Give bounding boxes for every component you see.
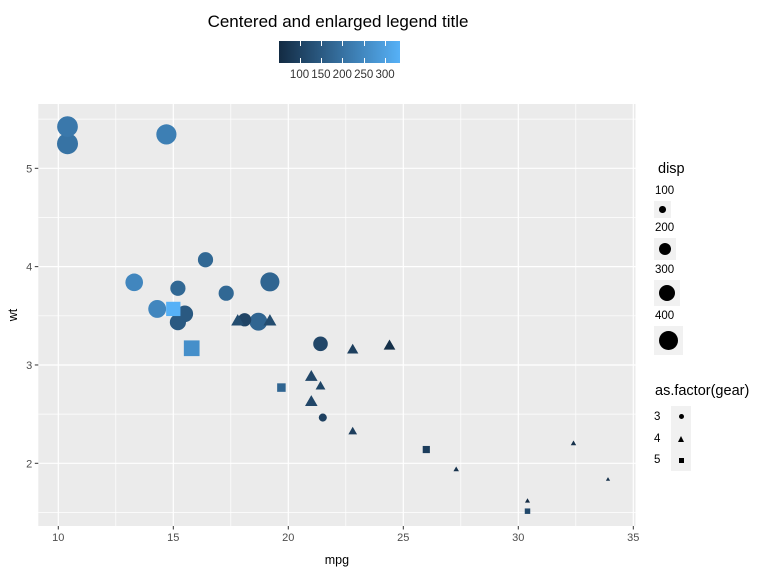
data-point [305, 370, 318, 381]
shape-legend-key [671, 449, 691, 472]
size-legend-point-icon [658, 242, 672, 256]
data-point [231, 314, 245, 326]
data-point [453, 466, 459, 472]
data-point [605, 477, 611, 481]
data-point [315, 380, 326, 390]
x-tick-label: 25 [397, 532, 409, 544]
data-point [305, 395, 318, 406]
data-point [169, 314, 186, 331]
shape-legend-row: 3 [654, 406, 764, 428]
data-point [183, 340, 200, 357]
colorbar-tick-label: 150 [311, 69, 331, 81]
plot-panel [38, 104, 636, 526]
data-point [166, 301, 181, 317]
shape-legend-row: 4 [654, 427, 764, 450]
shape-legend-label: 4 [654, 432, 661, 445]
y-tick-label: 3 [26, 360, 32, 372]
shape-legend-label: 3 [654, 410, 661, 423]
size-legend-key [654, 280, 680, 306]
x-tick-label: 15 [167, 532, 179, 544]
shape-legend-label: 5 [654, 454, 661, 467]
triangle-icon [678, 435, 684, 442]
y-tick-label: 4 [26, 262, 32, 274]
data-point [156, 124, 177, 145]
data-point [148, 299, 167, 318]
size-legend-label: 300 [655, 264, 675, 276]
data-point [422, 445, 430, 454]
size-legend-key [654, 238, 676, 260]
data-point [249, 312, 268, 331]
colorbar-tick [320, 58, 322, 63]
shape-legend-key [671, 427, 691, 450]
colorbar-tick-label: 250 [354, 69, 374, 81]
data-point [570, 440, 577, 446]
data-point [348, 426, 358, 435]
colorbar-tick [299, 58, 301, 63]
data-point [383, 339, 396, 350]
shape-legend-key [671, 406, 691, 428]
colorbar-tick-label: 100 [289, 69, 310, 81]
data-point [57, 116, 78, 137]
colorbar-tick [385, 41, 387, 46]
shape-legend-row: 5 [654, 449, 764, 472]
size-legend-label: 200 [655, 222, 675, 234]
data-point [260, 272, 280, 292]
size-legend-label: 400 [655, 310, 675, 322]
size-legend-point-icon [659, 206, 666, 213]
data-point [318, 413, 327, 422]
y-tick-label: 2 [26, 458, 32, 470]
colorbar-legend-title: Centered and enlarged legend title [207, 12, 469, 31]
data-point [524, 498, 531, 503]
size-legend-key [654, 326, 683, 355]
colorbar-tick [320, 41, 322, 46]
data-point [170, 280, 186, 296]
x-tick-label: 20 [282, 532, 294, 544]
circle-icon [678, 414, 684, 420]
colorbar-tick [342, 41, 344, 46]
x-tick-label: 30 [512, 532, 524, 544]
y-axis-title: wt [6, 308, 20, 322]
colorbar-tick [363, 58, 365, 63]
data-point [277, 383, 286, 392]
data-point [218, 285, 234, 301]
data-point [313, 336, 328, 352]
x-tick-label: 35 [627, 532, 639, 544]
size-legend-point-icon [658, 284, 676, 302]
colorbar [279, 41, 400, 63]
shape-legend: as.factor(gear) 3 4 5 [654, 383, 764, 472]
x-tick-label: 10 [52, 532, 64, 544]
x-axis-title: mpg [325, 553, 349, 567]
data-point [125, 273, 144, 292]
colorbar-tick-label: 200 [332, 69, 352, 81]
data-point [263, 314, 277, 326]
data-point [197, 252, 214, 268]
size-legend: disp 100 200 300 400 [654, 161, 744, 359]
colorbar-tick [363, 41, 365, 46]
colorbar-tick [342, 58, 344, 63]
data-point [524, 508, 531, 514]
colorbar-tick-label: 300 [375, 69, 395, 81]
size-legend-key [654, 201, 671, 218]
size-legend-point-icon [658, 330, 679, 351]
colorbar-tick [299, 41, 301, 46]
colorbar-tick [385, 58, 387, 63]
data-point [347, 343, 359, 354]
shape-legend-title: as.factor(gear) [655, 383, 750, 399]
data-point [57, 133, 78, 155]
size-legend-title: disp [658, 161, 685, 177]
size-legend-label: 100 [655, 185, 675, 197]
square-icon [678, 457, 684, 463]
y-tick-label: 5 [26, 163, 32, 175]
